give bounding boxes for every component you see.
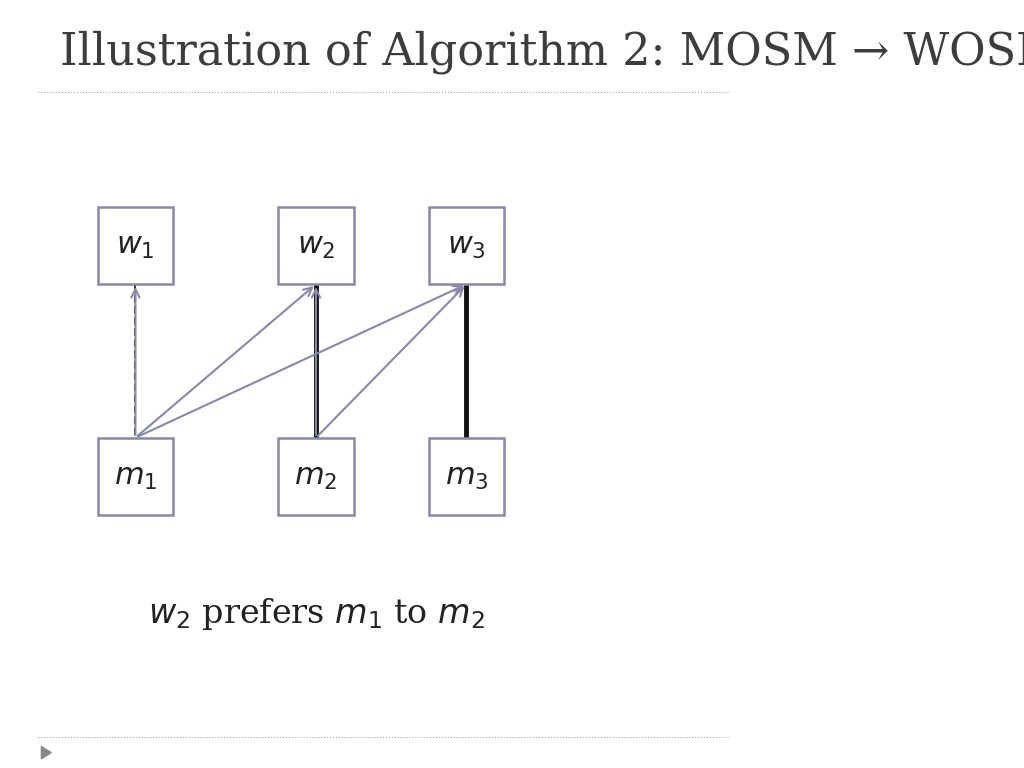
Text: $w_3$: $w_3$ <box>447 230 486 261</box>
Text: $w_1$: $w_1$ <box>116 230 155 261</box>
Text: Illustration of Algorithm 2: MOSM → WOSM: Illustration of Algorithm 2: MOSM → WOSM <box>60 31 1024 74</box>
FancyBboxPatch shape <box>98 207 173 284</box>
Polygon shape <box>41 746 51 759</box>
FancyBboxPatch shape <box>279 438 353 515</box>
Text: $m_2$: $m_2$ <box>294 461 338 492</box>
FancyBboxPatch shape <box>429 207 504 284</box>
FancyBboxPatch shape <box>98 438 173 515</box>
Text: $w_2$: $w_2$ <box>297 230 335 261</box>
FancyBboxPatch shape <box>279 207 353 284</box>
FancyBboxPatch shape <box>429 438 504 515</box>
Text: $m_1$: $m_1$ <box>114 461 157 492</box>
Text: $w_2$ prefers $m_1$ to $m_2$: $w_2$ prefers $m_1$ to $m_2$ <box>147 597 484 632</box>
Text: $m_3$: $m_3$ <box>444 461 488 492</box>
